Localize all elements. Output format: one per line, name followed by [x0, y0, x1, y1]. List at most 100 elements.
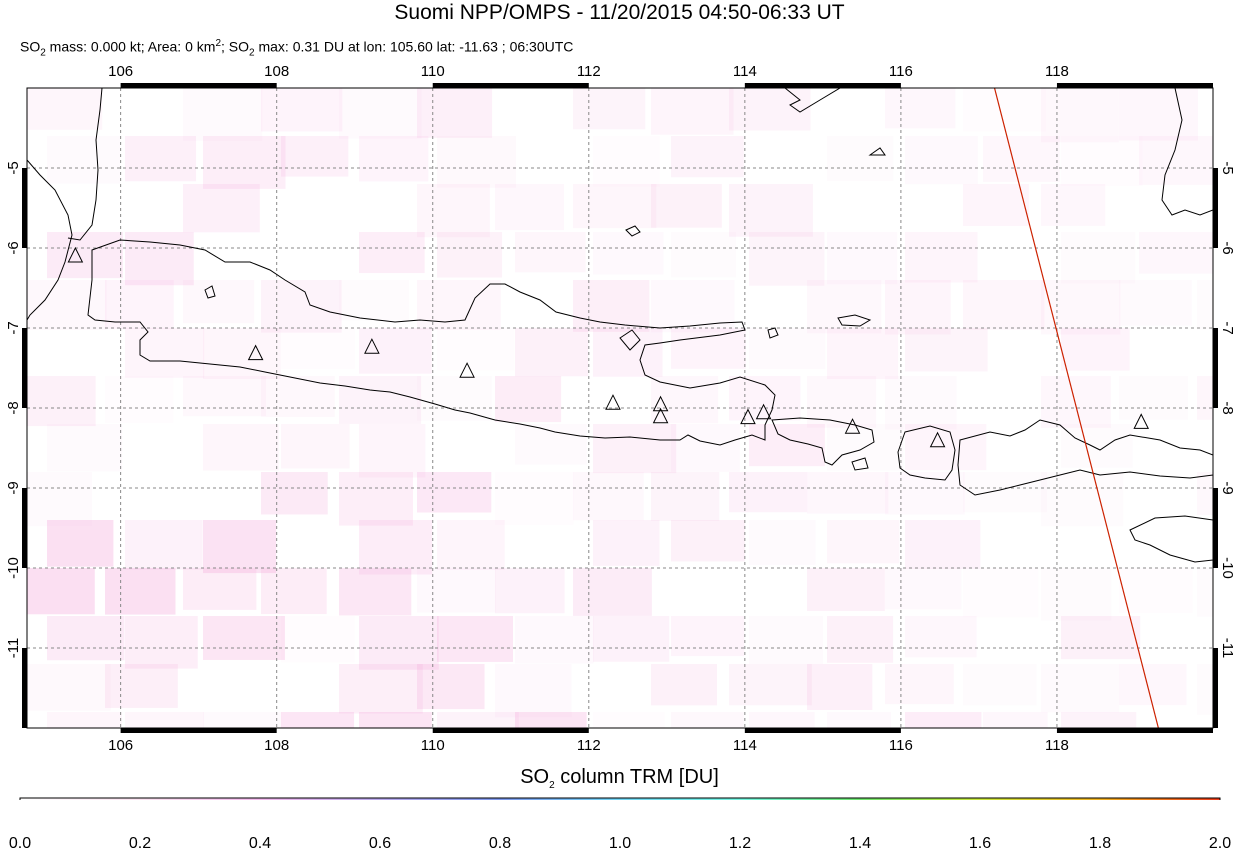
- colorbar-tick-label: 1.6: [968, 835, 992, 852]
- so2-pixel: [827, 616, 894, 663]
- so2-pixel: [827, 520, 900, 564]
- so2-pixel: [1119, 280, 1192, 326]
- so2-pixel: [515, 328, 589, 377]
- so2-pixel: [183, 184, 260, 233]
- coast-islet-a: [204, 285, 216, 299]
- so2-pixel: [359, 616, 439, 670]
- coast-sumatra-east: [27, 88, 103, 241]
- so2-pixel: [807, 568, 885, 612]
- so2-pixel: [125, 328, 205, 378]
- lat-tick-label-left: -6: [5, 241, 22, 254]
- lon-tick-label-bottom: 106: [108, 737, 133, 754]
- frame-tick-bar: [22, 488, 27, 568]
- so2-pixel: [827, 136, 894, 181]
- so2-pixel: [671, 520, 745, 562]
- so2-pixel: [515, 232, 586, 273]
- so2-pixel: [183, 568, 257, 610]
- so2-pixel: [281, 712, 355, 728]
- so2-pixel: [905, 232, 978, 283]
- so2-pixel: [651, 664, 717, 706]
- frame-tick-bar: [744, 728, 901, 733]
- so2-pixel: [261, 88, 343, 132]
- so2-pixel: [359, 328, 432, 374]
- lon-tick-label-bottom: 108: [264, 737, 289, 754]
- so2-pixel: [885, 376, 957, 430]
- lat-tick-label-right: -8: [1219, 401, 1236, 414]
- so2-pixel: [515, 616, 594, 664]
- so2-pixel: [593, 712, 665, 728]
- so2-pixel: [339, 568, 412, 616]
- so2-pixel: [437, 328, 515, 371]
- coastlines: [27, 88, 1213, 563]
- map-title: Suomi NPP/OMPS - 11/20/2015 04:50-06:33 …: [394, 1, 845, 24]
- lon-tick-label-bottom: 118: [1045, 737, 1069, 754]
- so2-pixel: [905, 424, 987, 471]
- frame-tick-bar: [120, 83, 277, 88]
- lat-tick-label-left: -8: [5, 401, 22, 414]
- so2-pixel: [105, 376, 174, 423]
- frame-tick-bar: [22, 168, 27, 248]
- so2-summary: SO2 mass: 0.000 kt; Area: 0 km2; SO2 max…: [20, 38, 574, 59]
- so2-pixel: [651, 184, 722, 228]
- so2-pixel: [1061, 328, 1130, 371]
- coast-kalimantan: [784, 88, 841, 113]
- so2-pixel: [47, 616, 125, 661]
- so2-pixel: [417, 280, 501, 330]
- so2-pixel: [417, 472, 492, 513]
- so2-pixel: [885, 568, 962, 610]
- lon-tick-label-top: 114: [733, 63, 757, 80]
- so2-pixel: [807, 280, 882, 334]
- so2-pixel: [359, 232, 425, 274]
- so2-pixel: [27, 472, 93, 527]
- so2-pixel: [359, 424, 426, 478]
- so2-pixel: [1139, 232, 1213, 274]
- so2-pixel: [963, 472, 1047, 513]
- so2-pixel: [183, 376, 267, 417]
- coast-lombok: [897, 425, 956, 481]
- so2-pixel: [203, 136, 286, 189]
- so2-pixel: [417, 88, 493, 138]
- so2-pixel: [593, 328, 663, 377]
- so2-pixel: [1041, 280, 1121, 335]
- so2-pixel: [203, 328, 281, 380]
- so2-pixel: [1061, 616, 1141, 660]
- lat-tick-label-left: -5: [5, 161, 22, 174]
- so2-pixel: [1217, 424, 1239, 466]
- so2-pixel: [593, 232, 664, 275]
- triangle-icon: [652, 395, 669, 412]
- so2-pixel: [749, 520, 816, 565]
- frame-tick-bar: [1056, 728, 1213, 733]
- so2-pixel: [651, 280, 735, 333]
- triangle-icon: [459, 362, 475, 378]
- so2-pixel: [47, 232, 123, 279]
- so2-pixel: [417, 568, 496, 613]
- colorbar-tick-label: 0.6: [368, 835, 392, 852]
- frame-tick-bar: [120, 728, 277, 733]
- so2-pixel: [359, 712, 432, 728]
- so2-pixel: [515, 712, 587, 728]
- so2-pixel: [1061, 136, 1143, 186]
- so2-pixel: [827, 328, 899, 380]
- so2-pixel: [651, 88, 734, 135]
- frame-tick-bar: [22, 328, 27, 408]
- lon-tick-label-top: 116: [889, 63, 913, 80]
- lat-tick-label-right: -11: [1219, 638, 1236, 659]
- so2-pixel: [729, 664, 812, 706]
- so2-pixel: [885, 280, 951, 335]
- coast-java: [87, 239, 776, 446]
- so2-pixel: [417, 664, 485, 710]
- so2-pixels: [27, 88, 1239, 728]
- lon-tick-label-top: 110: [421, 63, 445, 80]
- lon-tick-label-bottom: 112: [577, 737, 601, 754]
- so2-pixel: [339, 280, 410, 321]
- so2-pixel: [437, 232, 503, 278]
- frame-tick-bar: [1213, 328, 1218, 408]
- coast-karimunjawa: [625, 225, 641, 237]
- so2-pixel: [495, 664, 572, 718]
- so2-pixel: [905, 328, 988, 372]
- so2-pixel: [807, 664, 873, 710]
- so2-pixel: [27, 568, 95, 615]
- map-grid: [27, 88, 1213, 728]
- triangle-icon: [740, 408, 756, 425]
- lon-tick-label-top: 118: [1045, 63, 1069, 80]
